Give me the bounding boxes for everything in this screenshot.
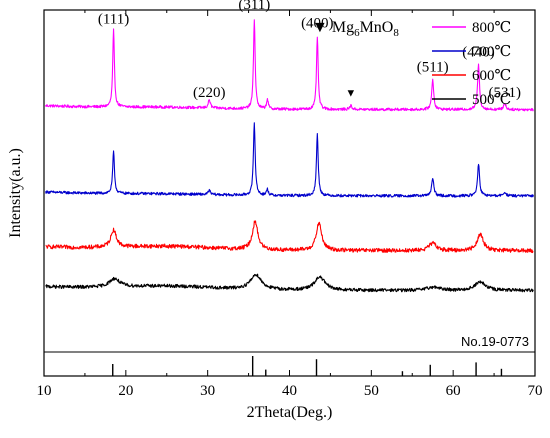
y-axis-title: Intensity(a.u.) xyxy=(7,148,24,238)
annotation-layer: (111) (220) (311) (400) (511) (440) (531) ▼ xyxy=(98,0,521,101)
peak-label-1: (220) xyxy=(193,85,226,101)
impurity-legend-sub1: 6 xyxy=(354,27,360,39)
x-axis-title: 2Theta(Deg.) xyxy=(247,404,333,421)
peak-label-2: (311) xyxy=(238,0,270,13)
axes: 10 20 30 40 50 60 70 2Theta(Deg.) Intensity(a.u.… xyxy=(7,9,543,421)
series-line-3 xyxy=(45,273,534,293)
impurity-marker-icon: ▼ xyxy=(345,87,356,99)
x-tick-label-4: 50 xyxy=(364,383,379,399)
peak-label-0: (111) xyxy=(98,11,129,27)
legend-label-1: 700℃ xyxy=(472,44,511,60)
legend-label-0: 800℃ xyxy=(472,20,511,36)
series-line-1 xyxy=(45,122,534,198)
x-tick-label-0: 10 xyxy=(37,383,52,399)
reference-pattern: No.19-0773 xyxy=(44,334,535,376)
x-tick-label-2: 30 xyxy=(200,383,215,399)
x-tick-label-1: 20 xyxy=(118,383,133,399)
x-tick-label-5: 60 xyxy=(446,383,461,399)
legend-label-3: 500℃ xyxy=(472,92,511,108)
x-tick-label-3: 40 xyxy=(282,383,297,399)
impurity-legend-mid: MnO xyxy=(360,19,394,36)
impurity-legend-sub2: 8 xyxy=(393,27,399,39)
reference-label: No.19-0773 xyxy=(461,334,529,349)
impurity-legend-base: Mg xyxy=(328,19,354,36)
legend-label-2: 600℃ xyxy=(472,68,511,84)
series-line-0 xyxy=(45,19,534,112)
impurity-legend-symbol: ▼ xyxy=(312,19,328,36)
series-layer xyxy=(45,19,534,293)
peak-label-5: (440) xyxy=(462,44,495,60)
plot-frame xyxy=(43,9,536,377)
impurity-legend-label: ▼ Mg6MnO8 xyxy=(312,19,399,39)
peak-label-3: (400) xyxy=(301,15,334,31)
legend: ▼ Mg6MnO8 800℃ 700℃ 600℃ 500℃ xyxy=(312,19,511,108)
series-line-2 xyxy=(45,220,534,254)
peak-label-6: (531) xyxy=(488,85,521,101)
peak-label-4: (511) xyxy=(417,59,449,75)
x-tick-label-6: 70 xyxy=(528,383,543,399)
